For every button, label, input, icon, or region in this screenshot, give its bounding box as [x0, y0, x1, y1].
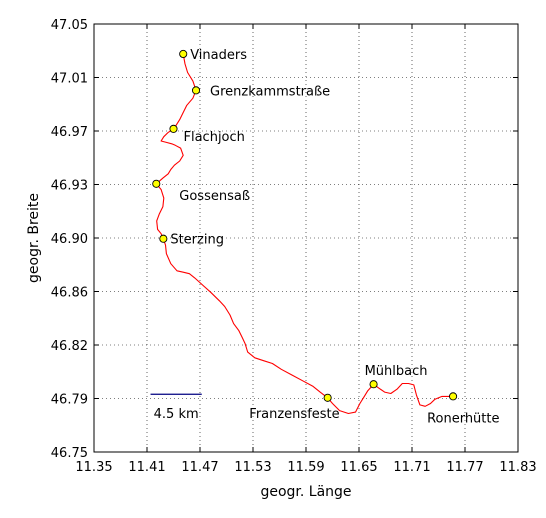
place-label: Grenzkammstraße — [210, 84, 330, 99]
scale-bar-label: 4.5 km — [154, 407, 199, 422]
grid — [94, 24, 518, 452]
place-label: Ronerhütte — [427, 411, 499, 426]
y-tick-labels: 46.75 46.79 46.82 46.86 46.90 46.93 46.97 47.01… — [51, 18, 88, 461]
y-tick-label: 46.75 — [51, 446, 88, 461]
place-marker — [449, 392, 458, 401]
place-label: Vinaders — [190, 48, 247, 63]
x-tick-label: 11.83 — [499, 460, 536, 475]
x-tick-label: 11.71 — [393, 460, 430, 475]
x-tick-label: 11.59 — [287, 460, 324, 475]
place-marker — [152, 179, 161, 188]
x-tick-label: 11.47 — [181, 460, 218, 475]
x-axis-title: geogr. Länge — [260, 484, 351, 500]
place-markers — [152, 49, 458, 402]
place-marker — [369, 380, 378, 389]
y-axis-title: geogr. Breite — [26, 193, 42, 283]
x-tick-labels: 11.35 11.41 11.47 11.53 11.59 11.65 11.71 11.77… — [75, 460, 536, 475]
y-tick-label: 46.93 — [51, 179, 88, 194]
y-tick-label: 46.82 — [51, 339, 88, 354]
x-tick-label: 11.65 — [340, 460, 377, 475]
y-tick-label: 46.97 — [51, 125, 88, 140]
place-labels: Vinaders Grenzkammstraße Flachjoch Gossensa… — [170, 48, 499, 426]
y-tick-label: 47.01 — [51, 72, 88, 87]
y-tick-label: 46.79 — [51, 393, 88, 408]
place-label: Sterzing — [170, 233, 224, 248]
axis-ticks — [93, 23, 519, 453]
place-label: Flachjoch — [184, 130, 245, 145]
x-tick-label: 11.41 — [128, 460, 165, 475]
y-tick-label: 46.86 — [51, 286, 88, 301]
place-marker — [191, 86, 201, 95]
place-marker — [323, 393, 332, 402]
y-tick-label: 46.90 — [51, 232, 88, 247]
place-marker — [159, 234, 168, 243]
place-label: Franzensfeste — [249, 407, 339, 422]
x-tick-label: 11.77 — [446, 460, 483, 475]
place-marker — [179, 49, 188, 59]
x-tick-label: 11.53 — [234, 460, 271, 475]
place-label: Gossensaß — [179, 189, 250, 204]
x-tick-label: 11.35 — [75, 460, 112, 475]
place-label: Mühlbach — [365, 364, 428, 379]
y-tick-label: 47.05 — [51, 18, 88, 33]
route-line — [155, 53, 454, 415]
place-marker — [169, 124, 178, 133]
